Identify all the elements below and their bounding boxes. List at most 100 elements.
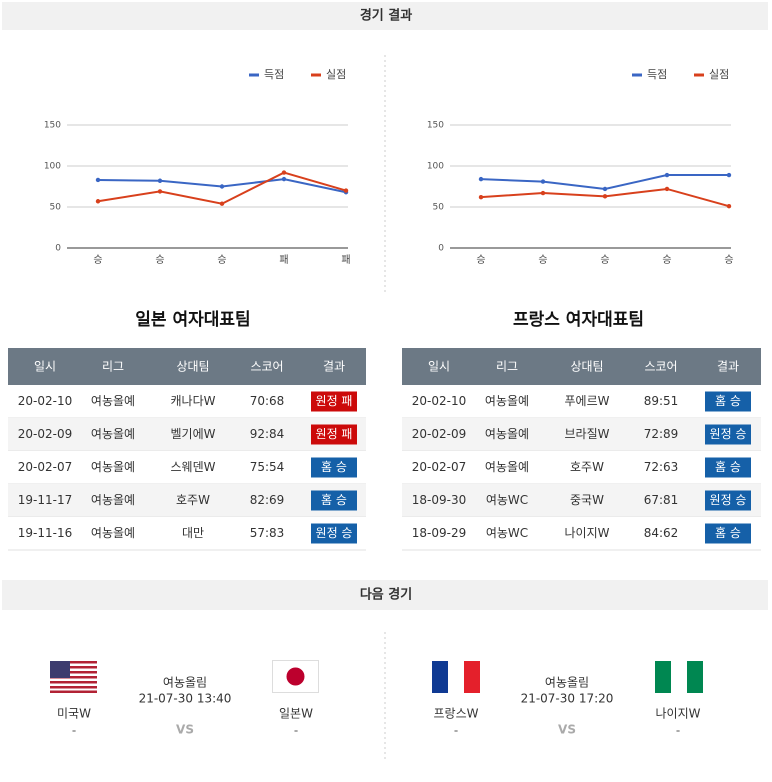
header-bar	[2, 580, 768, 610]
point	[726, 172, 732, 178]
x-tick-label: 승	[600, 254, 609, 266]
cell: 호주W	[570, 460, 604, 474]
y-tick-label: 100	[427, 162, 444, 172]
cell: 20-02-07	[18, 460, 72, 474]
result-badge	[311, 424, 357, 445]
y-tick-label: 0	[438, 244, 444, 254]
cell: 67:81	[644, 493, 679, 507]
y-tick-label: 0	[55, 244, 61, 254]
column-header: 상대팀	[570, 360, 603, 374]
point	[540, 190, 546, 196]
column-header: 리그	[102, 360, 124, 374]
point	[281, 176, 287, 182]
score: -	[454, 724, 458, 738]
team-title: 프랑스 여자대표팀	[513, 310, 644, 330]
cell: 중국W	[570, 493, 604, 507]
legend-label: 실점	[709, 68, 729, 81]
cell: 89:51	[644, 394, 679, 408]
cell: 푸에르W	[565, 394, 610, 408]
legend-label: 득점	[264, 68, 284, 81]
table-row	[8, 484, 366, 517]
result-label: 홈 승	[321, 460, 347, 474]
result-label: 원정 패	[316, 427, 353, 441]
legend-label: 실점	[326, 68, 346, 81]
result-badge	[705, 391, 751, 412]
point	[157, 178, 163, 183]
x-tick-label: 승	[217, 254, 226, 266]
score: -	[294, 724, 298, 738]
datetime: 21-07-30 13:40	[139, 692, 232, 706]
result-badge	[311, 457, 357, 478]
cell: 여농올예	[91, 394, 135, 408]
result-label: 원정 승	[316, 526, 353, 540]
x-tick-label: 승	[476, 254, 485, 266]
legend-label: 득점	[647, 68, 667, 81]
result-label: 홈 승	[321, 493, 347, 507]
point	[95, 177, 101, 183]
league: 여농올림	[163, 676, 207, 690]
cell: 75:54	[250, 460, 285, 474]
team-name: 미국W	[57, 707, 91, 721]
cell: 여농올예	[485, 394, 529, 408]
flag-usa	[50, 661, 97, 693]
cell: 여농올예	[485, 427, 529, 441]
column-header: 리그	[496, 360, 518, 374]
cell: 여농올예	[91, 427, 135, 441]
team-name: 나이지W	[656, 707, 701, 721]
team-name: 일본W	[279, 707, 313, 721]
cell: 여농WC	[486, 526, 528, 540]
cell: 84:62	[644, 526, 679, 540]
flag-nigeria	[655, 661, 703, 693]
table-row	[402, 517, 761, 550]
cell: 여농올예	[91, 526, 135, 540]
column-header: 일시	[428, 360, 450, 374]
point	[281, 170, 287, 175]
point	[726, 203, 732, 209]
point	[219, 184, 225, 189]
result-badge	[705, 457, 751, 478]
result-label: 홈 승	[715, 394, 741, 408]
datetime: 21-07-30 17:20	[521, 692, 614, 706]
point	[478, 176, 484, 182]
x-tick-label: 승	[155, 254, 164, 266]
table-row	[8, 517, 366, 550]
cell: 20-02-10	[18, 394, 72, 408]
point	[95, 199, 101, 204]
flag-france	[432, 661, 480, 693]
score: -	[676, 724, 680, 738]
cell: 스웨덴W	[171, 460, 216, 474]
flag-japan	[272, 660, 319, 693]
cell: 92:84	[250, 427, 285, 441]
table-row	[402, 418, 761, 451]
table-row	[402, 484, 761, 517]
table-row	[8, 418, 366, 451]
point	[343, 188, 349, 193]
result-label: 원정 승	[710, 427, 747, 441]
result-label: 홈 승	[715, 460, 741, 474]
table-header	[8, 348, 366, 385]
team-title: 일본 여자대표팀	[135, 310, 250, 330]
cell: 20-02-09	[18, 427, 72, 441]
column-header: 결과	[717, 360, 739, 374]
result-badge	[311, 490, 357, 511]
result-badge	[705, 490, 751, 511]
point	[219, 201, 225, 206]
score: -	[72, 724, 76, 738]
y-tick-label: 50	[433, 203, 445, 213]
cell: 여농WC	[486, 493, 528, 507]
table-row	[402, 451, 761, 484]
header-bar	[2, 2, 768, 30]
column-header: 일시	[34, 360, 56, 374]
cell: 여농올예	[91, 460, 135, 474]
cell: 18-09-30	[412, 493, 466, 507]
x-tick-label: 패	[341, 254, 350, 266]
point	[602, 194, 608, 199]
cell: 70:68	[250, 394, 285, 408]
x-tick-label: 승	[662, 254, 671, 266]
result-badge	[311, 391, 357, 412]
y-tick-label: 150	[44, 121, 61, 131]
column-header: 스코어	[250, 360, 283, 374]
cell: 캐나다W	[171, 394, 216, 408]
